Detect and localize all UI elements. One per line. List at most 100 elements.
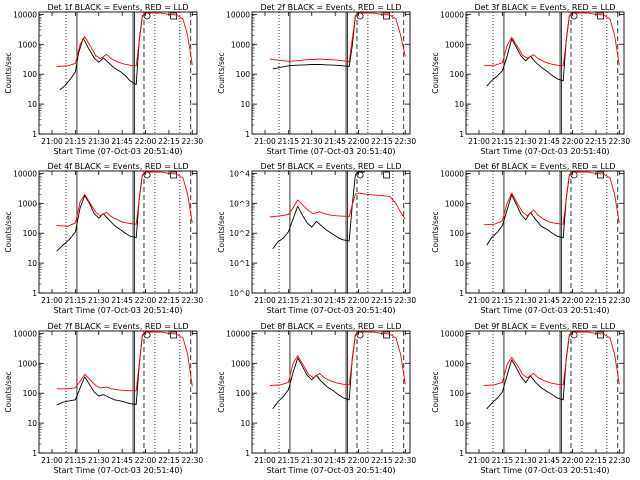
x-tick-label: 21:30 [301,296,323,305]
x-tick-label: 21:15 [65,296,87,305]
marker-square [597,12,605,20]
y-tick-label: 10^0 [229,289,250,298]
marker-square [597,331,605,339]
x-tick-label: 21:00 [41,296,63,305]
y-tick-label: 1 [32,449,37,458]
y-tick-label: 10 [454,419,464,428]
x-tick-label: 21:00 [254,137,276,146]
y-tick-label: 10 [454,100,464,109]
x-tick-label: 21:15 [492,456,514,465]
x-tick-label: 21:30 [515,137,537,146]
y-tick-label: 1000 [231,359,250,368]
y-tick-label: 100 [23,229,38,238]
x-tick-label: 21:45 [111,296,133,305]
y-tick-label: 10^1 [229,259,250,268]
x-tick-label: 21:00 [468,137,490,146]
x-tick-label: 22:00 [135,137,157,146]
x-tick-label: 22:15 [585,137,607,146]
plot-frame [38,170,198,294]
y-tick-label: 1000 [445,40,464,49]
y-axis-label: Counts/sec [431,211,440,252]
y-tick-label: 1000 [18,40,37,49]
x-tick-label: 21:00 [468,456,490,465]
y-tick-label: 1000 [18,199,37,208]
x-axis-label: Start Time (07-Oct-03 20:51:40) [480,147,609,156]
y-tick-label: 10000 [226,329,250,338]
x-tick-label: 21:45 [324,296,346,305]
marker-square [597,171,605,179]
x-tick-label: 22:30 [395,456,417,465]
x-tick-label: 21:00 [41,137,63,146]
x-tick-label: 22:15 [585,296,607,305]
panel-title: Det 8f BLACK = Events, RED = LLD [260,322,401,331]
y-tick-label: 100 [450,389,465,398]
y-tick-label: 10000 [440,10,464,19]
y-tick-label: 10^4 [229,169,250,178]
x-tick-label: 22:30 [609,456,631,465]
y-tick-label: 1 [245,130,250,139]
lld-series-line [56,331,193,392]
x-tick-label: 21:30 [515,456,537,465]
y-tick-label: 10 [27,419,37,428]
plot-frame [251,330,411,454]
x-axis-label: Start Time (07-Oct-03 20:51:40) [266,147,395,156]
y-axis-label: Counts/sec [431,52,440,93]
x-tick-label: 21:45 [111,137,133,146]
plot-frame [465,330,625,454]
x-tick-label: 22:30 [395,296,417,305]
y-tick-label: 10 [27,259,37,268]
x-tick-label: 22:00 [135,296,157,305]
x-tick-label: 21:00 [41,456,63,465]
y-tick-label: 10000 [440,329,464,338]
y-axis-label: Counts/sec [4,52,13,93]
x-axis-label: Start Time (07-Oct-03 20:51:40) [480,466,609,475]
y-tick-label: 100 [236,389,251,398]
y-tick-label: 10 [27,100,37,109]
y-tick-label: 1 [32,130,37,139]
x-tick-label: 22:30 [395,137,417,146]
lld-series-line [269,12,406,63]
x-axis-label: Start Time (07-Oct-03 20:51:40) [53,147,182,156]
panel-title: Det 6f BLACK = Events, RED = LLD [474,162,615,171]
x-tick-label: 21:00 [468,296,490,305]
lld-series-line [56,12,193,67]
x-tick-label: 21:15 [65,456,87,465]
y-tick-label: 10000 [13,10,37,19]
x-tick-label: 21:45 [324,456,346,465]
y-tick-label: 100 [23,70,38,79]
x-tick-label: 21:00 [254,296,276,305]
x-tick-label: 22:15 [371,456,393,465]
y-tick-label: 1000 [445,359,464,368]
y-tick-label: 1000 [445,199,464,208]
panel-title: Det 9f BLACK = Events, RED = LLD [474,322,615,331]
x-tick-label: 21:15 [492,296,514,305]
x-tick-label: 22:00 [562,296,584,305]
x-tick-label: 22:15 [158,137,180,146]
x-tick-label: 21:45 [324,137,346,146]
y-axis-label: Counts/sec [217,371,226,412]
x-tick-label: 22:30 [609,137,631,146]
marker-square [383,171,391,179]
x-tick-label: 22:15 [585,456,607,465]
x-tick-label: 22:30 [182,137,204,146]
x-axis-label: Start Time (07-Oct-03 20:51:40) [53,306,182,315]
x-axis-label: Start Time (07-Oct-03 20:51:40) [266,306,395,315]
marker-square [383,331,391,339]
y-tick-label: 100 [450,70,465,79]
y-tick-label: 1 [245,449,250,458]
marker-square [383,12,391,20]
y-tick-label: 100 [450,229,465,238]
y-tick-label: 10 [240,419,250,428]
x-tick-label: 22:30 [182,456,204,465]
x-tick-label: 21:30 [515,296,537,305]
plot-frame [38,330,198,454]
y-tick-label: 10000 [13,169,37,178]
events-series-line [56,331,152,406]
lld-series-line [56,171,193,227]
x-tick-label: 22:00 [562,456,584,465]
x-tick-label: 21:15 [65,137,87,146]
y-tick-label: 10^2 [229,229,250,238]
